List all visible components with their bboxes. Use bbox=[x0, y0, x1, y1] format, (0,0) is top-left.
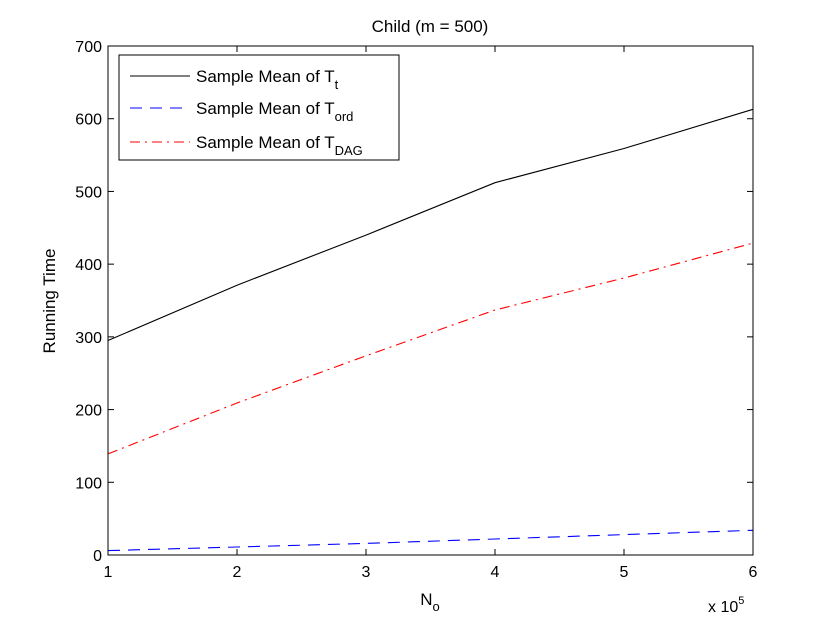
x-tick-label: 1 bbox=[104, 564, 113, 581]
plot-area-border bbox=[107, 45, 754, 556]
x-tick-label: 4 bbox=[491, 564, 500, 581]
series-line-dag bbox=[107, 242, 754, 455]
x-tick-label: 5 bbox=[620, 564, 629, 581]
legend-label: Sample Mean of Tord bbox=[196, 99, 353, 124]
y-axis-label: Running Time bbox=[40, 249, 59, 354]
legend-label: Sample Mean of TDAG bbox=[196, 133, 363, 158]
x-tick-label: 2 bbox=[233, 564, 242, 581]
x-tick-label: 3 bbox=[362, 564, 371, 581]
x-axis-label-base: N bbox=[420, 590, 432, 609]
x-multiplier-exponent: 5 bbox=[738, 595, 744, 607]
x-axis-label: No bbox=[420, 590, 440, 614]
y-tick-label: 400 bbox=[75, 257, 102, 274]
y-tick-label: 500 bbox=[75, 184, 102, 201]
legend: Sample Mean of Tt Sample Mean of Tord Samp… bbox=[118, 54, 400, 161]
x-axis-label-sub: o bbox=[433, 599, 440, 614]
y-tick-label: 0 bbox=[93, 548, 102, 565]
y-tick-label: 200 bbox=[75, 403, 102, 420]
series-lines bbox=[107, 108, 754, 552]
series-line-ord bbox=[107, 529, 754, 552]
legend-box bbox=[118, 54, 400, 161]
y-tick-label: 100 bbox=[75, 475, 102, 492]
x-tick-label: 6 bbox=[749, 564, 758, 581]
series-line-t bbox=[107, 108, 754, 342]
legend-label: Sample Mean of Tt bbox=[196, 67, 339, 92]
x-multiplier-prefix: x 10 bbox=[708, 599, 738, 616]
axis-ticks: 1 2 3 4 5 6 0 100 200 300 400 500 600 700 bbox=[75, 39, 757, 581]
y-tick-label: 300 bbox=[75, 330, 102, 347]
chart-title: Child (m = 500) bbox=[372, 17, 489, 36]
x-axis-multiplier: x 105 bbox=[708, 595, 744, 616]
y-tick-label: 600 bbox=[75, 112, 102, 129]
y-tick-label: 700 bbox=[75, 39, 102, 56]
